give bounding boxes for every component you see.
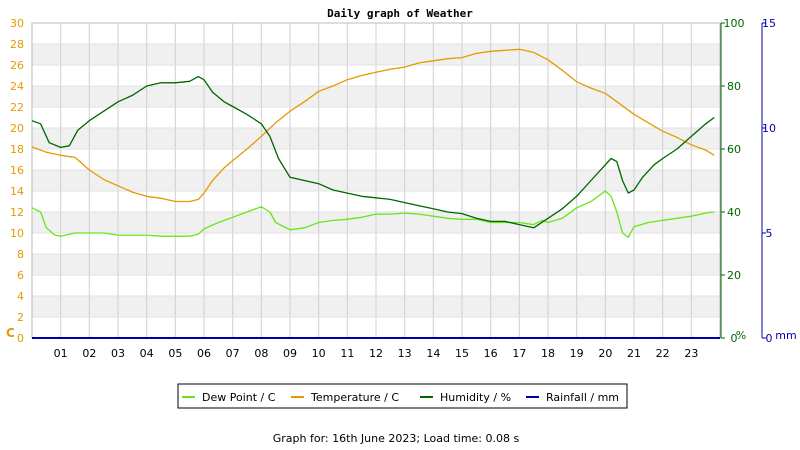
right-axis-2-label: mm <box>775 329 796 342</box>
x-axis-tick-label: 17 <box>512 347 526 360</box>
series-lines <box>31 48 720 339</box>
x-axis-tick-label: 08 <box>254 347 268 360</box>
x-axis-tick-label: 09 <box>283 347 297 360</box>
x-axis-tick-label: 10 <box>312 347 326 360</box>
left-axis-tick-label: 14 <box>10 185 24 198</box>
x-axis-tick-label: 12 <box>369 347 383 360</box>
grid <box>31 22 721 339</box>
right-axis-2-tick-label: 0 <box>766 332 773 345</box>
right-axis-1-tick-label: 60 <box>727 143 741 156</box>
left-axis-tick-label: 28 <box>10 38 24 51</box>
x-axis-tick-label: 07 <box>226 347 240 360</box>
legend-label: Rainfall / mm <box>546 391 619 404</box>
right-axis-1-tick-label: 20 <box>727 269 741 282</box>
chart-title: Daily graph of Weather <box>327 7 473 20</box>
x-axis-tick-label: 20 <box>598 347 612 360</box>
right-axis-2-tick-label: 15 <box>762 17 776 30</box>
legend-box <box>177 383 628 409</box>
x-axis-tick-label: 19 <box>570 347 584 360</box>
left-axis-tick-label: 18 <box>10 143 24 156</box>
legend-label: Dew Point / C <box>202 391 276 404</box>
left-axis-tick-label: 4 <box>17 290 24 303</box>
x-axis-tick-label: 13 <box>398 347 412 360</box>
x-axis-tick-label: 11 <box>340 347 354 360</box>
left-axis-tick-label: 20 <box>10 122 24 135</box>
legend: Dew Point / C Temperature / C Humidity / %… <box>177 383 628 409</box>
x-axis-tick-label: 18 <box>541 347 555 360</box>
right-axis-1-tick-label: 0 <box>731 332 738 345</box>
left-axis-tick-label: 6 <box>17 269 24 282</box>
left-axis-label: C <box>6 326 15 340</box>
x-axis-tick-label: 14 <box>426 347 440 360</box>
right-axis-1-tick-label: 40 <box>727 206 741 219</box>
right-axis-1-tick-label: 100 <box>724 17 745 30</box>
x-axis-tick-label: 03 <box>111 347 125 360</box>
left-axis-tick-label: 22 <box>10 101 24 114</box>
left-axis-tick-label: 12 <box>10 206 24 219</box>
left-axis-tick-label: 0 <box>17 332 24 345</box>
x-axis-tick-label: 02 <box>82 347 96 360</box>
x-axis-tick-label: 15 <box>455 347 469 360</box>
left-axis-tick-label: 16 <box>10 164 24 177</box>
right-axis-1-label: % <box>736 329 746 342</box>
left-axis-tick-label: 8 <box>17 248 24 261</box>
series-line-humidity <box>31 75 715 229</box>
left-axis-tick-label: 26 <box>10 59 24 72</box>
left-axis-tick-label: 10 <box>10 227 24 240</box>
legend-label: Humidity / % <box>440 391 511 404</box>
left-axis-tick-label: 2 <box>17 311 24 324</box>
right-axis-2-tick-label: 5 <box>766 227 773 240</box>
right-axis-1-tick-label: 80 <box>727 80 741 93</box>
footer-text: Graph for: 16th June 2023; Load time: 0.… <box>273 432 520 445</box>
left-axis-tick-label: 24 <box>10 80 24 93</box>
x-axis-tick-label: 06 <box>197 347 211 360</box>
x-axis-tick-label: 16 <box>484 347 498 360</box>
x-axis-tick-label: 01 <box>54 347 68 360</box>
left-axis-tick-label: 30 <box>10 17 24 30</box>
legend-label: Temperature / C <box>310 391 399 404</box>
series-line-temperature-c <box>31 48 715 203</box>
x-axis-tick-label: 23 <box>684 347 698 360</box>
x-axis-tick-label: 04 <box>140 347 154 360</box>
right-axis-2-tick-label: 10 <box>762 122 776 135</box>
x-axis-tick-label: 05 <box>168 347 182 360</box>
x-axis-tick-label: 22 <box>656 347 670 360</box>
x-axis-tick-label: 21 <box>627 347 641 360</box>
series-line-dew-point-c <box>31 190 715 238</box>
